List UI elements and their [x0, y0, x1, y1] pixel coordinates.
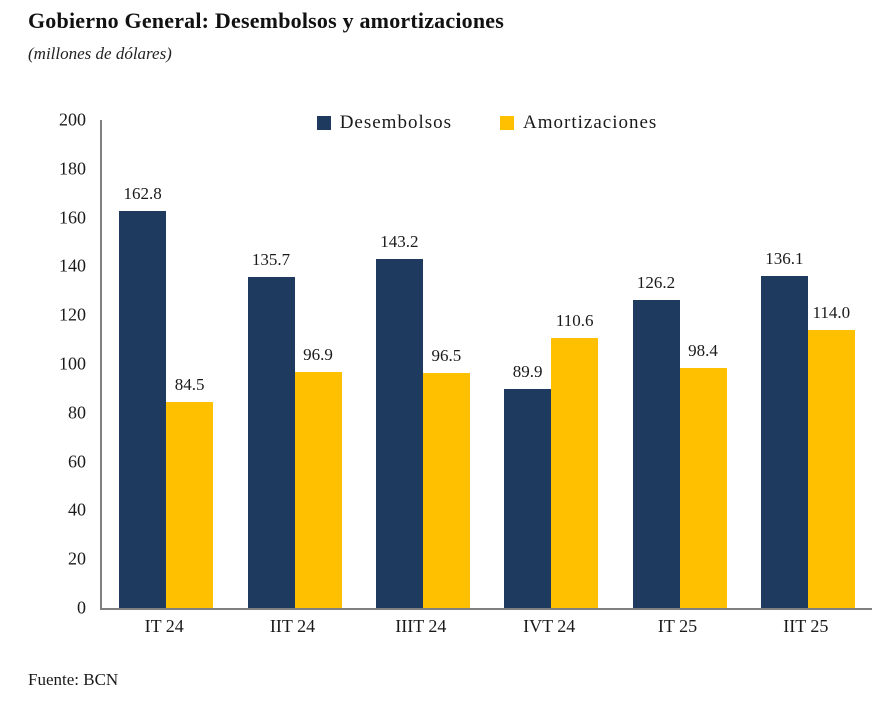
y-tick-label: 140: [59, 255, 86, 276]
x-tick-label-ivt-24: IVT 24: [523, 616, 576, 636]
chart-subtitle: (millones de dólares): [28, 44, 172, 63]
bar-desembolsos-it-25: [632, 300, 680, 608]
legend-label: Desembolsos: [339, 112, 453, 133]
bar-amortizaciones-iit-24: [294, 371, 342, 608]
y-tick-label: 80: [68, 402, 86, 423]
legend: Desembolsos Amortizaciones: [102, 112, 872, 134]
bar-amortizaciones-it-25: [679, 367, 727, 608]
value-label-desembolsos-iiit-24: 143.2: [380, 231, 419, 251]
value-label-amortizaciones-iiit-24: 96.5: [431, 345, 462, 365]
value-label-desembolsos-iit-24: 135.7: [251, 249, 291, 269]
value-label-desembolsos-it-24: 162.8: [123, 183, 162, 203]
legend-item-amortizaciones: Amortizaciones: [500, 112, 657, 134]
y-tick-label: 180: [59, 158, 86, 179]
y-tick-label: 0: [77, 597, 86, 618]
bar-amortizaciones-iiit-24: [422, 372, 470, 608]
chart-title: Gobierno General: Desembolsos y amortiza…: [28, 8, 505, 33]
y-tick-label: 100: [59, 353, 86, 374]
plot-area: Desembolsos Amortizaciones 162.8 84.5 135.7…: [100, 112, 872, 610]
legend-swatch-icon: [316, 116, 331, 130]
y-axis: 0 20 40 60 80 100 120 140 160 180 200: [0, 110, 86, 618]
x-axis: IT 24 IIT 24 IIIT 24 IVT 24 IT 25 IIT 25: [100, 616, 870, 644]
value-label-amortizaciones-it-24: 84.5: [174, 374, 205, 394]
bar-desembolsos-ivt-24: [504, 388, 552, 608]
x-tick-label-it-25: IT 25: [657, 616, 698, 636]
source-note: Fuente: BCN: [28, 670, 119, 689]
value-label-amortizaciones-ivt-24: 110.6: [555, 311, 594, 331]
bar-desembolsos-iiit-24: [375, 258, 423, 608]
y-tick-label: 200: [59, 109, 86, 130]
y-tick-label: 60: [68, 451, 86, 472]
bar-desembolsos-it-24: [119, 210, 167, 608]
x-tick-label-iiit-24: IIIT 24: [395, 616, 447, 636]
value-label-desembolsos-ivt-24: 89.9: [512, 361, 543, 381]
bar-desembolsos-iit-25: [760, 275, 808, 608]
bar-amortizaciones-it-24: [166, 401, 214, 608]
y-tick-label: 20: [68, 548, 86, 569]
y-tick-label: 120: [59, 304, 86, 325]
x-tick-label-iit-25: IIT 25: [783, 616, 829, 636]
bar-amortizaciones-iit-25: [807, 329, 855, 608]
x-tick-label-iit-24: IIT 24: [269, 616, 316, 636]
y-tick-label: 40: [68, 499, 86, 520]
value-label-amortizaciones-iit-25: 114.0: [812, 302, 851, 322]
value-label-desembolsos-iit-25: 136.1: [765, 248, 804, 268]
bar-amortizaciones-ivt-24: [551, 338, 599, 608]
y-tick-label: 160: [59, 207, 86, 228]
value-label-amortizaciones-it-25: 98.4: [688, 340, 718, 360]
value-label-amortizaciones-iit-24: 96.9: [303, 344, 333, 364]
bar-desembolsos-iit-24: [247, 276, 295, 608]
x-tick-label-it-24: IT 24: [144, 616, 184, 636]
legend-item-desembolsos: Desembolsos: [316, 112, 453, 134]
legend-swatch-icon: [500, 116, 515, 130]
legend-label: Amortizaciones: [523, 112, 658, 133]
value-label-desembolsos-it-25: 126.2: [636, 273, 676, 293]
